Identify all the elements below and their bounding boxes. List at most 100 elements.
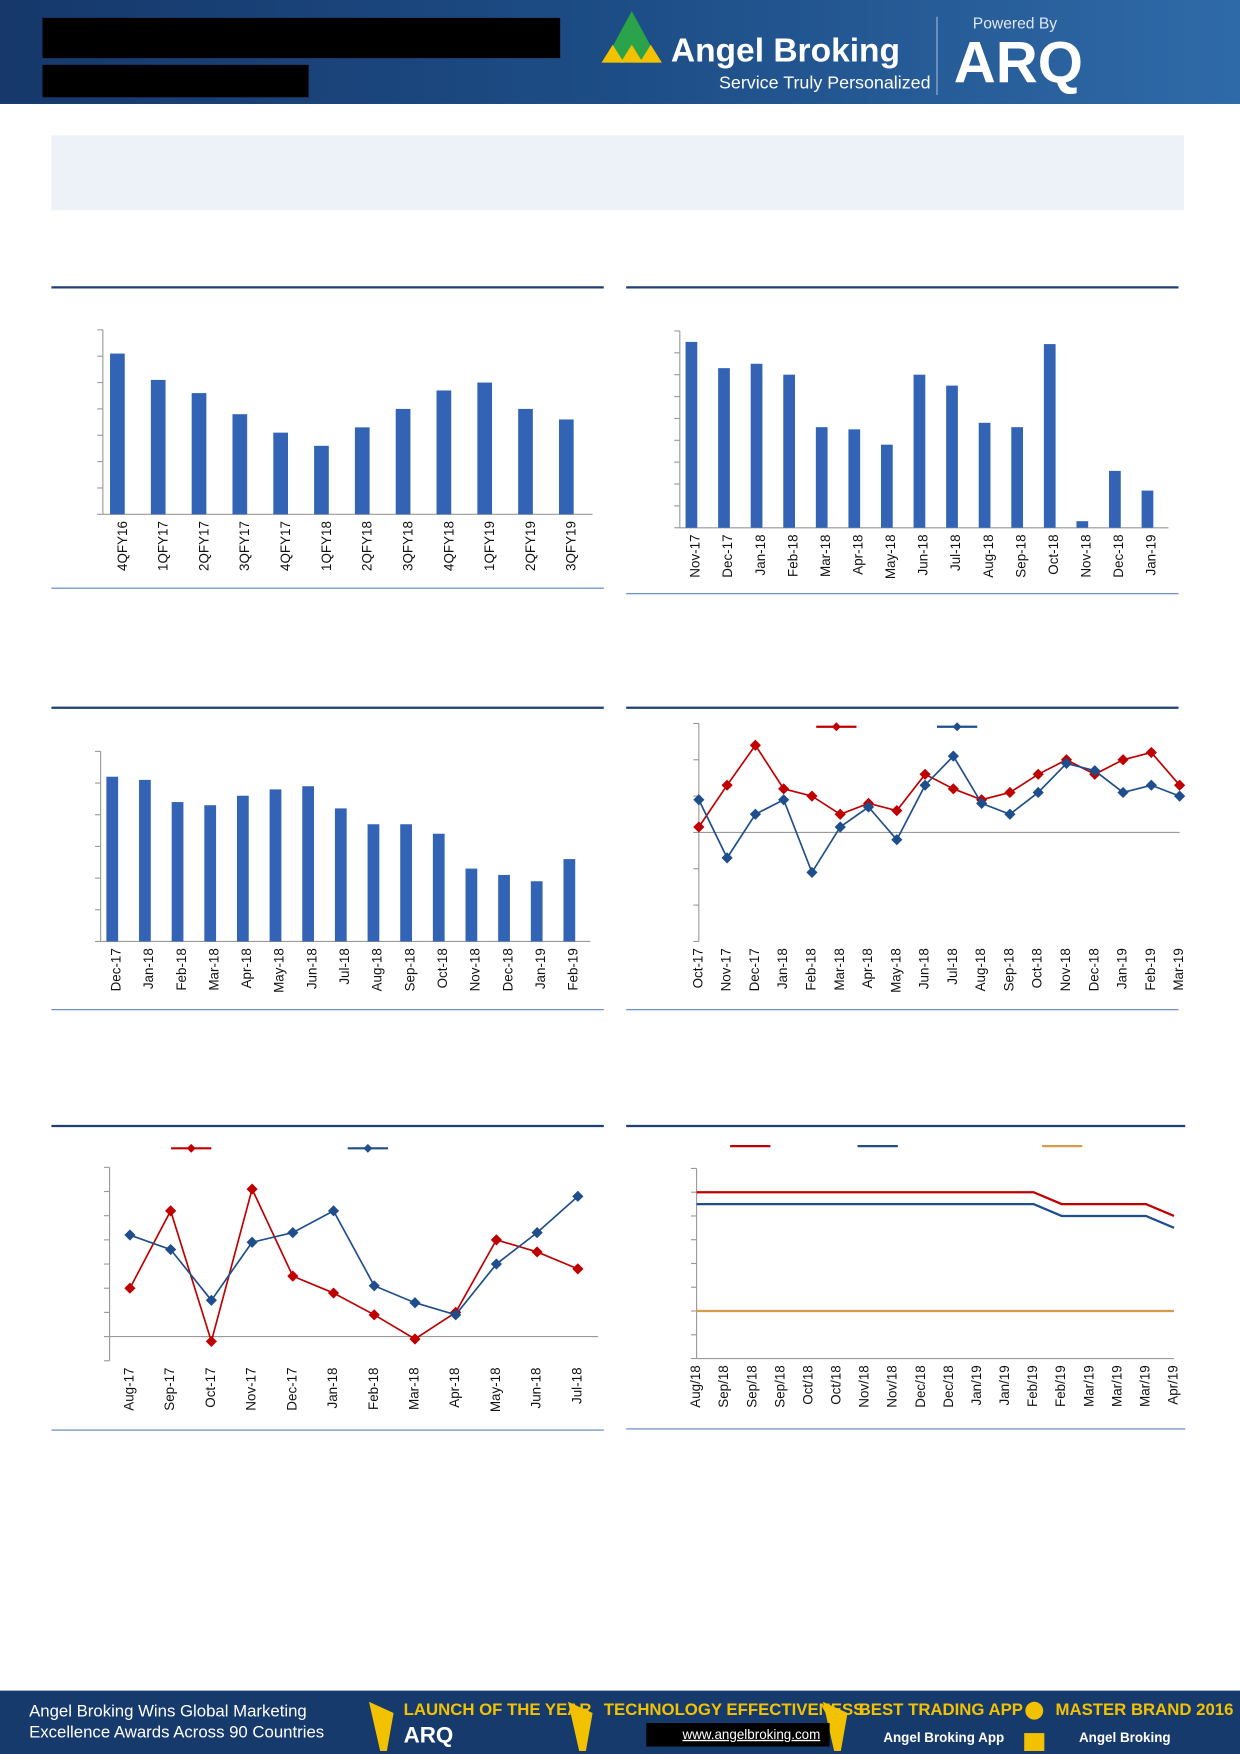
marker [246, 1236, 258, 1248]
legend-marker [831, 722, 841, 732]
x-tick-label: Dec-17 [109, 948, 124, 991]
x-tick-label: Mar/19 [1137, 1365, 1152, 1407]
bar [848, 429, 861, 528]
redaction [42, 64, 309, 98]
x-tick-label: Sep-18 [1013, 534, 1028, 577]
series-line [129, 1186, 579, 1345]
x-tick-label: Nov-17 [719, 948, 734, 991]
series-line [696, 1191, 1175, 1217]
x-tick-label: Dec/18 [913, 1365, 928, 1407]
x-tick-label: Aug-18 [370, 948, 385, 991]
x-tick-label: 1QFY18 [319, 521, 334, 571]
x-tick-label: 3QFY18 [401, 521, 416, 571]
bar [783, 374, 796, 528]
x-tick-label: Sep/18 [772, 1365, 787, 1407]
x-tick-label: Jan-19 [1115, 948, 1130, 989]
x-tick-label: May-18 [488, 1367, 503, 1412]
award-title: TECHNOLOGY EFFECTIVENESS [604, 1700, 865, 1719]
url-box [646, 1723, 830, 1747]
bar [334, 808, 347, 942]
marker [490, 1258, 502, 1270]
x-tick-label: Apr/19 [1166, 1365, 1181, 1405]
x-tick-label: Sep/18 [744, 1365, 759, 1407]
x-tick-label: Feb-19 [566, 948, 581, 990]
marker [124, 1282, 136, 1294]
bar [1076, 521, 1089, 528]
x-tick-label: Jan-18 [325, 1367, 340, 1408]
x-tick-label: Oct-17 [203, 1367, 218, 1407]
section-footers [51, 587, 1186, 1431]
marker [246, 1183, 258, 1195]
x-tick-label: Nov-18 [1058, 948, 1073, 991]
x-tick-label: Jul-18 [569, 1367, 584, 1404]
award-sub: ARQ [404, 1722, 454, 1747]
x-tick-label: Feb/19 [1025, 1365, 1040, 1407]
legend-marker [186, 1143, 196, 1153]
bar [106, 776, 119, 942]
x-tick-label: May-18 [883, 534, 898, 579]
award-title: MASTER BRAND 2016 [1056, 1700, 1234, 1719]
marker [778, 783, 790, 795]
x-tick-label: Dec-17 [284, 1367, 299, 1410]
x-tick-label: Feb-18 [804, 948, 819, 990]
x-tick-label: Jul-18 [948, 534, 963, 571]
x-tick-label: Mar-18 [832, 948, 847, 990]
marker [1004, 808, 1016, 820]
marker [947, 783, 959, 795]
bar [432, 833, 445, 942]
marker [891, 834, 903, 846]
series-line [696, 1202, 1175, 1229]
url[interactable]: www.angelbroking.com [681, 1727, 820, 1742]
bar [314, 445, 329, 515]
marker [1089, 765, 1101, 777]
marker [834, 808, 846, 820]
bar [302, 786, 315, 942]
legend-marker [363, 1143, 373, 1153]
marker [327, 1205, 340, 1217]
x-tick-label: May-18 [888, 948, 903, 993]
marker [919, 768, 931, 780]
x-tick-label: Feb-18 [366, 1367, 381, 1409]
product-logo: ARQ [954, 30, 1083, 95]
bar [204, 805, 217, 942]
x-tick-label: Mar-18 [206, 948, 221, 990]
x-tick-label: Jun-18 [304, 948, 319, 989]
x-tick-label: Sep/18 [716, 1365, 731, 1407]
x-tick-label: Dec-18 [1111, 534, 1126, 577]
x-tick-label: Aug-18 [973, 948, 988, 991]
marker [749, 808, 761, 820]
bar [150, 379, 166, 515]
award-sub: Angel Broking App [883, 1730, 1004, 1745]
x-tick-label: Nov/18 [857, 1365, 872, 1407]
x-tick-label: Nov-17 [244, 1367, 259, 1410]
bar [1109, 470, 1121, 528]
bar [498, 874, 510, 942]
x-tick-label: May-18 [272, 948, 287, 993]
award-title: LAUNCH OF THE YEAR [404, 1700, 592, 1719]
x-tick-label: Jun-18 [916, 534, 931, 575]
marker [806, 866, 818, 879]
marker [287, 1227, 299, 1239]
x-tick-label: Nov-17 [688, 534, 703, 577]
marker [1145, 779, 1157, 791]
x-tick-label: Feb/19 [1053, 1365, 1068, 1407]
bar [750, 363, 763, 528]
marker [1004, 786, 1016, 799]
marker [531, 1246, 543, 1258]
x-tick-label: Jan-18 [141, 948, 156, 989]
x-tick-label: Oct-18 [435, 948, 450, 988]
marker [721, 852, 733, 864]
x-tick-label: Apr-18 [239, 948, 254, 988]
bar [946, 385, 958, 528]
x-tick-label: Jan-18 [753, 534, 768, 575]
x-tick-label: Jan-19 [533, 948, 548, 989]
bar [110, 353, 125, 515]
marker [531, 1227, 543, 1239]
marker [778, 794, 790, 806]
marker [976, 797, 988, 809]
marker [721, 779, 733, 791]
x-tick-label: Aug-17 [121, 1367, 136, 1410]
marker [806, 790, 818, 802]
x-tick-label: Mar/19 [1081, 1365, 1096, 1407]
x-tick-label: Aug-18 [981, 534, 996, 577]
